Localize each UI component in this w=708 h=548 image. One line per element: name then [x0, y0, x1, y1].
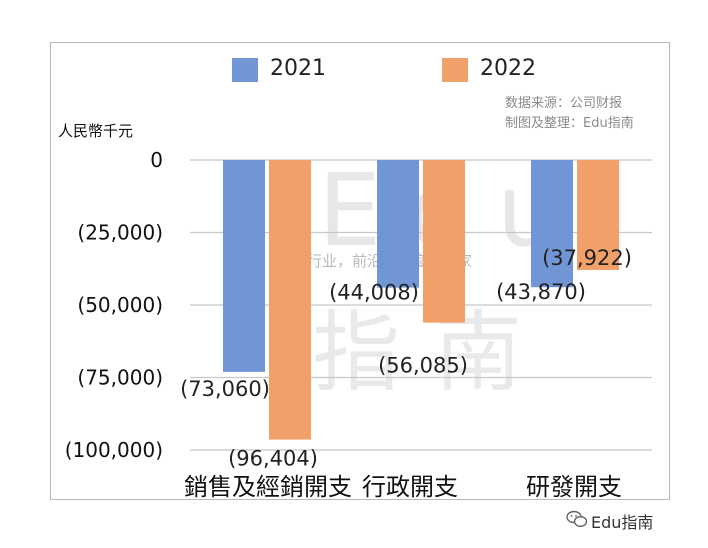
bar-2022 [423, 160, 465, 323]
data-label-2021: (43,870) [496, 280, 586, 304]
legend-label-2021: 2021 [270, 56, 326, 81]
wechat-icon [566, 510, 588, 528]
y-tick-label: (100,000) [65, 438, 163, 462]
data-label-2022: (56,085) [378, 354, 468, 378]
watermark-cn: 指南 [312, 301, 557, 404]
category-label: 行政開支 [362, 473, 458, 501]
legend-swatch-2021 [232, 58, 258, 82]
legend-swatch-2022 [442, 58, 468, 82]
wechat-account: Edu指南 [591, 513, 654, 532]
category-label: 研發開支 [526, 473, 622, 501]
data-label-2022: (37,922) [542, 246, 632, 270]
y-tick-label: (25,000) [77, 221, 163, 245]
y-tick-label: 0 [150, 148, 163, 172]
y-axis-unit-label: 人民幣千元 [58, 122, 134, 140]
data-label-2021: (44,008) [329, 281, 419, 305]
category-label: 銷售及經銷開支 [184, 473, 352, 501]
data-label-2022: (96,404) [228, 447, 318, 471]
y-tick-label: (50,000) [77, 293, 163, 317]
data-label-2021: (73,060) [180, 377, 270, 401]
bar-2021 [223, 160, 265, 372]
source-line-2: 制图及整理：Edu指南 [505, 116, 634, 131]
legend-label-2022: 2022 [480, 56, 536, 81]
y-tick-label: (75,000) [77, 366, 163, 390]
bar-2022 [577, 160, 619, 270]
bar-2021 [531, 160, 573, 288]
bar-2021 [377, 160, 419, 288]
source-line-1: 数据来源：公司财报 [505, 96, 623, 111]
bar-2022 [269, 160, 311, 440]
